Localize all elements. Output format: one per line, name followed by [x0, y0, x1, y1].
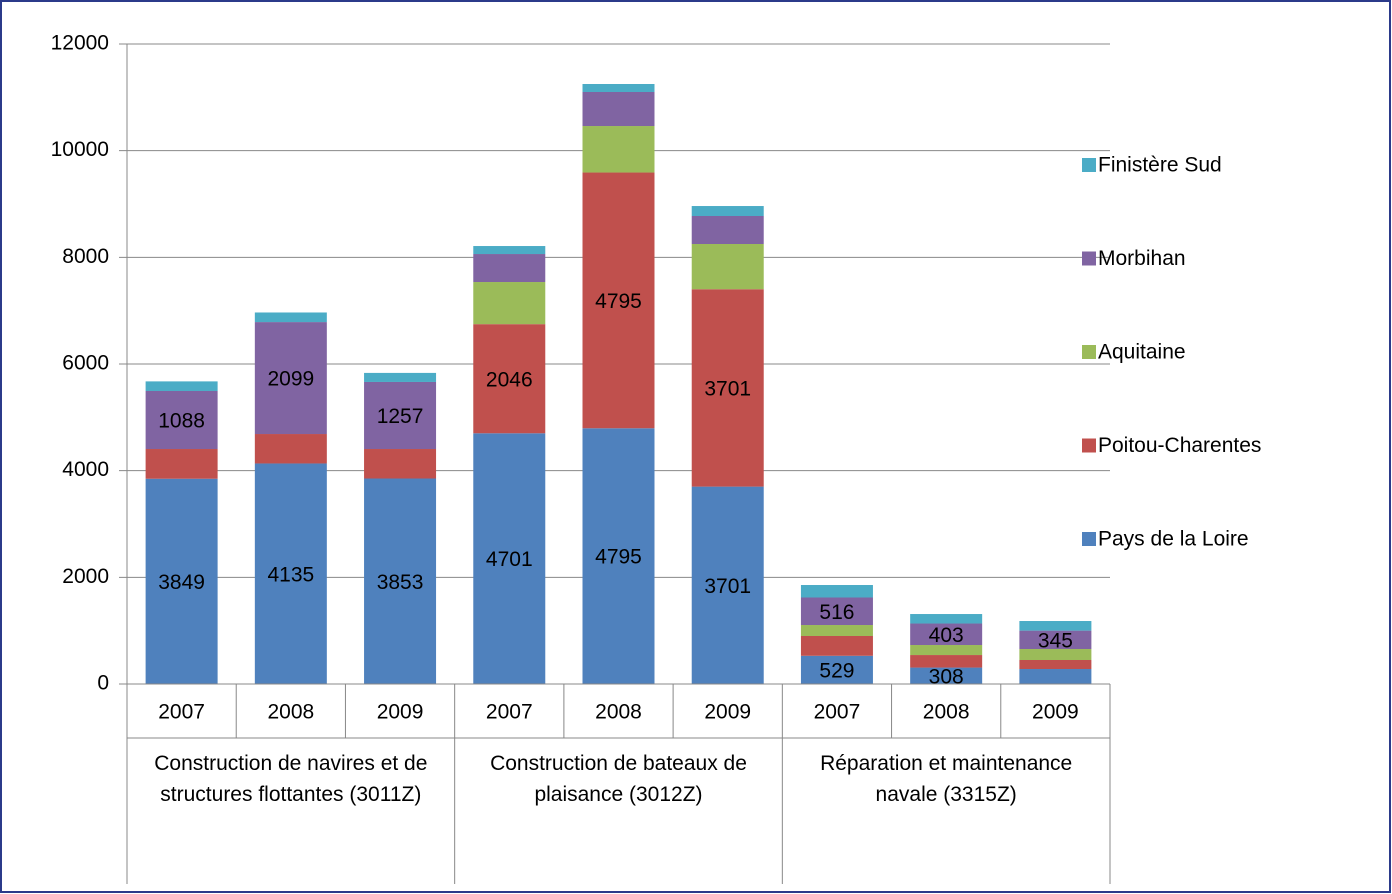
- bar-segment: [1019, 669, 1092, 684]
- data-label: 3853: [377, 571, 424, 594]
- data-label: 4135: [267, 563, 314, 586]
- group-label: Construction de bateaux de plaisance (30…: [490, 752, 747, 806]
- bar-segment: [145, 478, 218, 684]
- data-label: 3849: [158, 571, 205, 594]
- y-tick-label: 10000: [51, 138, 109, 161]
- bar-segment: [145, 381, 218, 391]
- data-label: 4701: [486, 548, 533, 571]
- bar-segment: [910, 614, 983, 624]
- y-tick-label: 8000: [62, 245, 109, 268]
- group-label: Construction de navires et de structures…: [154, 752, 428, 806]
- bar-segment: [691, 289, 764, 487]
- legend-swatch: [1082, 158, 1096, 172]
- y-tick-label: 4000: [62, 458, 109, 481]
- bar-segment: [910, 623, 983, 646]
- bar-segment: [473, 324, 546, 434]
- bar-segment: [910, 655, 983, 668]
- bar-segment: [910, 645, 983, 656]
- bar-segment: [691, 216, 764, 244]
- x-tick-label: 2008: [595, 701, 642, 724]
- bar-segment: [473, 246, 546, 255]
- data-label: 4795: [595, 290, 642, 313]
- x-tick-label: 2009: [377, 701, 424, 724]
- bar-segment: [254, 463, 327, 684]
- bar-segment: [800, 625, 873, 636]
- bar-segment: [254, 312, 327, 323]
- x-tick-label: 2007: [486, 701, 533, 724]
- data-label: 1257: [377, 405, 424, 428]
- bar-segment: [364, 372, 437, 382]
- bar-segment: [582, 84, 655, 92]
- bar-segment: [254, 322, 327, 435]
- legend-swatch: [1082, 251, 1096, 266]
- bar-segment: [1019, 660, 1092, 670]
- data-label: 2099: [267, 368, 314, 391]
- bar-segment: [800, 655, 873, 684]
- bar-segment: [691, 244, 764, 290]
- bar-segment: [473, 282, 546, 325]
- legend-label: Finistère Sud: [1098, 154, 1222, 177]
- x-tick-label: 2007: [814, 701, 861, 724]
- bar-segment: [473, 254, 546, 283]
- x-tick-label: 2009: [704, 701, 751, 724]
- y-tick-label: 2000: [62, 565, 109, 588]
- x-tick-label: 2009: [1032, 701, 1079, 724]
- bar-segment: [145, 390, 218, 450]
- x-tick-label: 2007: [158, 701, 205, 724]
- legend-swatch: [1082, 438, 1096, 453]
- bar-segment: [364, 478, 437, 684]
- data-label: 529: [819, 659, 854, 682]
- data-label: 403: [929, 624, 964, 647]
- x-tick-label: 2008: [267, 701, 314, 724]
- data-label: 516: [819, 601, 854, 624]
- bar-segment: [582, 126, 655, 173]
- data-label: 1088: [158, 410, 205, 433]
- bar-segment: [1019, 649, 1092, 660]
- y-tick-label: 0: [97, 672, 109, 695]
- bar-segment: [582, 428, 655, 684]
- bar-segment: [364, 381, 437, 450]
- legend-swatch: [1082, 345, 1096, 359]
- bar-segment: [1019, 630, 1092, 650]
- bar-segment: [691, 206, 764, 216]
- bar-segment: [800, 597, 873, 626]
- data-label: 3701: [704, 377, 751, 400]
- group-label: Réparation et maintenance navale (3315Z): [820, 752, 1073, 806]
- x-tick-label: 2008: [923, 701, 970, 724]
- legend-label: Poitou-Charentes: [1098, 434, 1261, 457]
- y-tick-label: 12000: [51, 32, 109, 55]
- legend-swatch: [1082, 532, 1096, 546]
- bar-segment: [800, 585, 873, 598]
- bar-segment: [145, 449, 218, 479]
- bar-segment: [473, 433, 546, 684]
- bar-segment: [582, 172, 655, 429]
- legend-label: Pays de la Loire: [1098, 528, 1249, 551]
- bar-segment: [582, 92, 655, 127]
- bar-segment: [910, 667, 983, 684]
- data-label: 308: [929, 665, 964, 688]
- data-label: 345: [1038, 629, 1073, 652]
- data-label: 3701: [704, 575, 751, 598]
- data-label: 4795: [595, 546, 642, 569]
- bar-segment: [254, 434, 327, 464]
- bar-segment: [691, 486, 764, 684]
- y-tick-label: 6000: [62, 352, 109, 375]
- data-label: 2046: [486, 368, 533, 391]
- legend-label: Morbihan: [1098, 247, 1186, 270]
- bar-segment: [800, 636, 873, 656]
- bar-segment: [1019, 621, 1092, 631]
- legend-label: Aquitaine: [1098, 341, 1186, 364]
- bar-segment: [364, 449, 437, 479]
